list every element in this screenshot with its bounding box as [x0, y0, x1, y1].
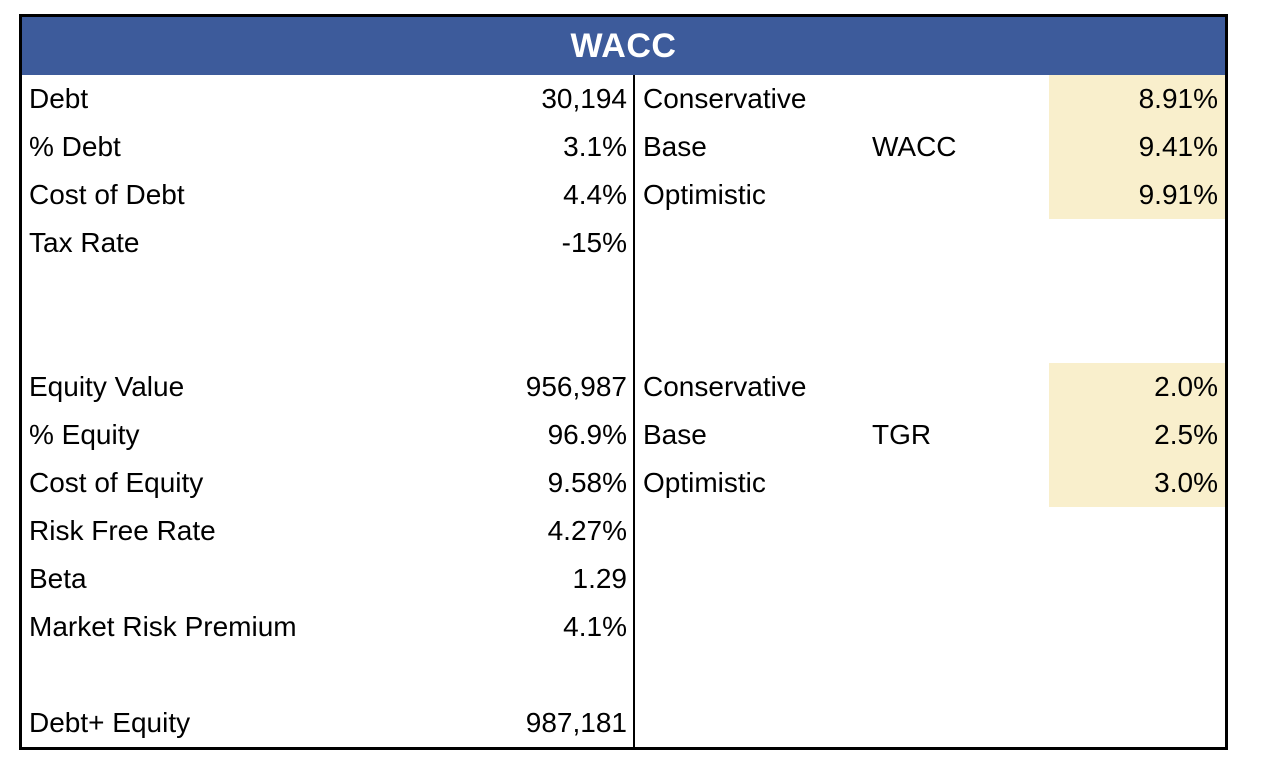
input-label-cell[interactable]: Beta — [29, 563, 87, 594]
input-value-cell[interactable]: 956,987 — [525, 371, 627, 402]
scenario-value-cell[interactable]: 2.5% — [1049, 411, 1225, 459]
scenario-value-cell[interactable]: 3.0% — [1049, 459, 1225, 507]
empty-row — [22, 651, 633, 699]
empty-row — [635, 267, 1225, 315]
empty-row — [635, 219, 1225, 267]
wacc-table: WACC Debt 30,194 % Debt 3.1% Cost of Deb… — [19, 14, 1228, 750]
empty-row — [635, 651, 1225, 699]
scenario-label-cell[interactable]: Optimistic — [643, 467, 766, 498]
scenario-row-tgr-base: Base TGR 2.5% — [635, 411, 1225, 459]
input-label-cell[interactable]: Cost of Equity — [29, 467, 204, 498]
scenario-row-wacc-optimistic: Optimistic 9.91% — [635, 171, 1225, 219]
input-row-equity-value: Equity Value 956,987 — [22, 363, 633, 411]
input-row-tax-rate: Tax Rate -15% — [22, 219, 633, 267]
scenario-value-cell[interactable]: 9.41% — [1049, 123, 1225, 171]
input-row-debt-plus-equity: Debt+ Equity 987,181 — [22, 699, 633, 747]
input-row-beta: Beta 1.29 — [22, 555, 633, 603]
input-value-cell[interactable]: 96.9% — [547, 419, 627, 450]
scenario-row-tgr-conservative: Conservative 2.0% — [635, 363, 1225, 411]
scenario-label-cell[interactable]: Base — [643, 131, 707, 162]
metric-label: TGR — [872, 419, 932, 450]
empty-row — [635, 603, 1225, 651]
input-value-cell[interactable]: 4.4% — [563, 179, 627, 210]
scenario-value-cell[interactable]: 8.91% — [1049, 75, 1225, 123]
empty-row — [635, 699, 1225, 747]
input-value-cell[interactable]: 30,194 — [541, 83, 627, 114]
input-label-cell[interactable]: Cost of Debt — [29, 179, 185, 210]
empty-row — [22, 315, 633, 363]
scenario-label-cell[interactable]: Conservative — [643, 371, 807, 402]
input-row-debt: Debt 30,194 — [22, 75, 633, 123]
table-title: WACC — [570, 26, 677, 65]
input-row-market-risk-premium: Market Risk Premium 4.1% — [22, 603, 633, 651]
table-body: Debt 30,194 % Debt 3.1% Cost of Debt 4.4… — [22, 75, 1225, 747]
input-label-cell[interactable]: Debt+ Equity — [29, 707, 191, 738]
scenario-row-tgr-optimistic: Optimistic 3.0% — [635, 459, 1225, 507]
inputs-pane: Debt 30,194 % Debt 3.1% Cost of Debt 4.4… — [22, 75, 635, 747]
input-label-cell[interactable]: Tax Rate — [29, 227, 140, 258]
input-row-risk-free-rate: Risk Free Rate 4.27% — [22, 507, 633, 555]
input-value-cell[interactable]: -15% — [561, 227, 627, 258]
input-row-cost-of-debt: Cost of Debt 4.4% — [22, 171, 633, 219]
scenario-row-wacc-base: Base WACC 9.41% — [635, 123, 1225, 171]
metric-label: WACC — [872, 131, 957, 162]
input-value-cell[interactable]: 4.27% — [547, 515, 627, 546]
input-value-cell[interactable]: 3.1% — [563, 131, 627, 162]
input-label-cell[interactable]: % Debt — [29, 131, 121, 162]
empty-row — [635, 507, 1225, 555]
input-value-cell[interactable]: 1.29 — [572, 563, 628, 594]
scenarios-pane: Conservative 8.91% Base WACC 9.41% Optim… — [635, 75, 1225, 747]
scenario-label-cell[interactable]: Conservative — [643, 83, 807, 114]
scenario-label-cell[interactable]: Base — [643, 419, 707, 450]
input-value-cell[interactable]: 9.58% — [547, 467, 627, 498]
scenario-value-cell[interactable]: 9.91% — [1049, 171, 1225, 219]
empty-row — [22, 267, 633, 315]
input-value-cell[interactable]: 987,181 — [525, 707, 627, 738]
input-row-pct-equity: % Equity 96.9% — [22, 411, 633, 459]
empty-row — [635, 555, 1225, 603]
input-label-cell[interactable]: % Equity — [29, 419, 140, 450]
input-label-cell[interactable]: Risk Free Rate — [29, 515, 216, 546]
scenario-value-cell[interactable]: 2.0% — [1049, 363, 1225, 411]
empty-row — [635, 315, 1225, 363]
input-label-cell[interactable]: Debt — [29, 83, 89, 114]
input-row-pct-debt: % Debt 3.1% — [22, 123, 633, 171]
input-value-cell[interactable]: 4.1% — [563, 611, 627, 642]
scenario-label-cell[interactable]: Optimistic — [643, 179, 766, 210]
table-header: WACC — [22, 17, 1225, 75]
input-label-cell[interactable]: Market Risk Premium — [29, 611, 297, 642]
scenario-row-wacc-conservative: Conservative 8.91% — [635, 75, 1225, 123]
input-label-cell[interactable]: Equity Value — [29, 371, 185, 402]
input-row-cost-of-equity: Cost of Equity 9.58% — [22, 459, 633, 507]
